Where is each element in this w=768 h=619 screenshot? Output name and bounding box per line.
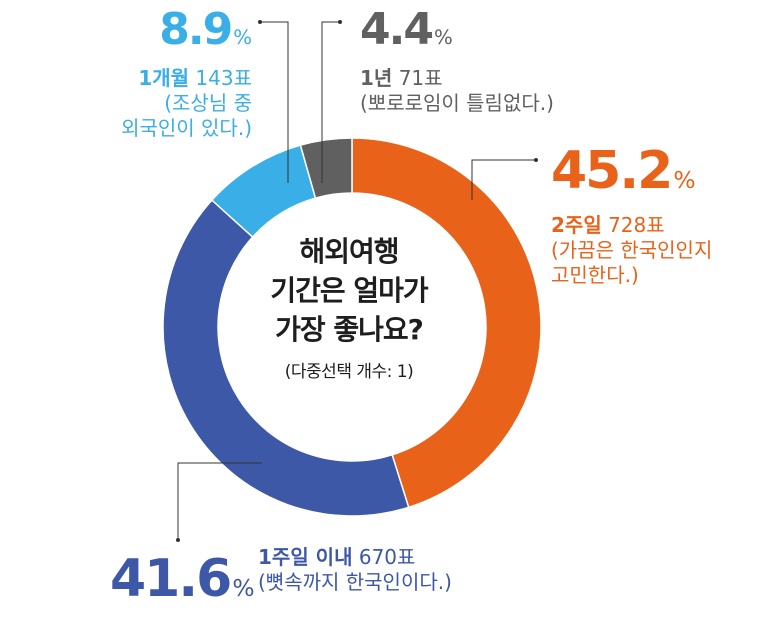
data-label-percent: 8.9% (159, 4, 252, 55)
legend-entry: 2주일 (551, 213, 602, 237)
data-label-percent: 41.6% (110, 549, 255, 609)
chart-subtitle: (다중선택 개수: 1) (284, 362, 414, 382)
donut-slice (299, 137, 353, 200)
leader-dot (176, 538, 180, 542)
vote-count: 728표 (608, 213, 665, 237)
slice-note: (뽀로로임이 틀림없다.) (360, 91, 554, 115)
leader-line (321, 21, 340, 183)
data-label-percent: 4.4% (360, 4, 453, 55)
leader-line (260, 21, 289, 183)
vote-count: 143표 (195, 66, 252, 90)
donut-slice (162, 199, 410, 517)
leader-lines (176, 20, 538, 542)
leader-dot (338, 20, 342, 24)
legend-entry: 1개월 (138, 66, 190, 90)
slice-label-1month: 8.9% 1개월 143표 (조상님 중 외국인이 있다.) (121, 2, 252, 141)
slice-label-2weeks: 45.2% 2주일 728표 (가끔은 한국인인지 고민한다.) (551, 140, 712, 288)
data-label-percent: 45.2% (551, 141, 696, 201)
chart-title: 해외여행 기간은 얼마가 가장 좋나요? (다중선택 개수: 1) (229, 232, 469, 382)
slice-label-1year: 4.4% 1년 71표 (뽀로로임이 틀림없다.) (360, 2, 554, 116)
donut-slices (162, 137, 542, 517)
title-line-3: 가장 좋나요? (275, 313, 424, 346)
legend-entry: 1주일 이내 (258, 545, 353, 569)
donut-slice (351, 137, 542, 509)
slice-note: 외국인이 있다.) (121, 116, 252, 140)
slice-note: (가끔은 한국인인지 (551, 238, 713, 262)
slice-note: (뼛속까지 한국인이다.) (258, 570, 452, 594)
slice-label-1week: 41.6% (110, 548, 255, 619)
leader-line (471, 159, 536, 200)
slice-desc-1week: 1주일 이내 670표 (뼛속까지 한국인이다.) (258, 545, 452, 595)
leader-line (177, 462, 262, 540)
vote-count: 71표 (398, 66, 443, 90)
slice-note: (조상님 중 (164, 91, 252, 115)
leader-dot (534, 158, 538, 162)
slice-note: 고민한다.) (551, 263, 639, 287)
legend-entry: 1년 (360, 66, 393, 90)
title-line-2: 기간은 얼마가 (270, 274, 428, 307)
vote-count: 670표 (358, 545, 416, 569)
title-line-1: 해외여행 (299, 235, 399, 268)
leader-dot (258, 20, 262, 24)
